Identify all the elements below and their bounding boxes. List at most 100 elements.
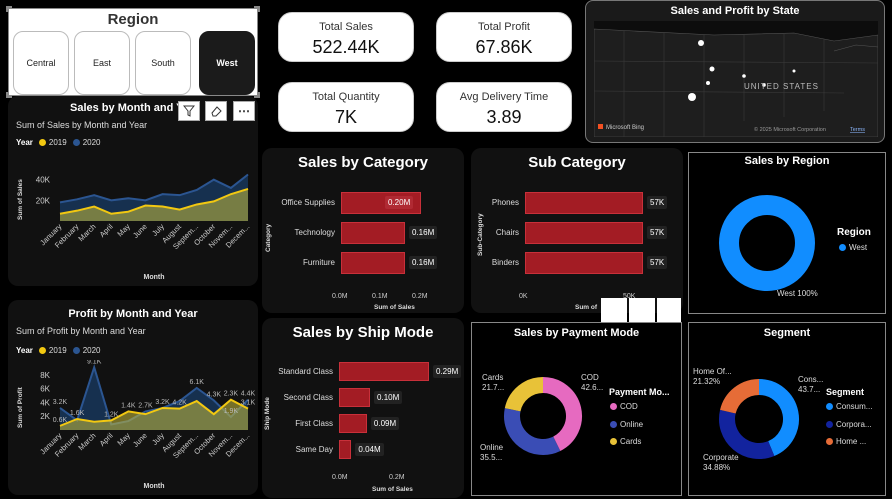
bar[interactable] [525,222,643,244]
legend-item-2020[interactable]: 2020 [72,138,101,147]
region-slicer-title: Region [107,11,159,28]
map-bubble[interactable] [762,83,766,87]
map-terms-link[interactable]: Terms [850,127,865,133]
donut-slice [719,195,815,291]
region-option-central[interactable]: Central [13,31,69,95]
overlay-block [629,298,655,322]
slice-label-cards: Cards 21.7... [482,373,505,392]
map-bing-label: Microsoft Bing [606,125,644,131]
data-label: 3.2K [155,399,170,406]
sales-by-ship-mode-visual: Sales by Ship Mode Ship Mode Standard Cl… [262,318,464,498]
map-bubble[interactable] [742,74,746,78]
region-option-west[interactable]: West [199,31,255,95]
legend-title: Payment Mo... [609,387,670,397]
legend-item-online[interactable]: Online [610,420,643,429]
bar-value-label: 57K [647,226,668,239]
slice-label: West 100% [777,289,818,298]
kpi-label: Total Profit [478,21,530,33]
bar[interactable] [339,388,371,407]
x-axis-title: Month [144,274,165,281]
bar-value-label: 0.04M [355,442,384,456]
y-tick: 2K [40,412,50,421]
kpi-label: Avg Delivery Time [459,91,549,103]
donut-slice [720,379,760,415]
slice-label-online: Online 35.5... [480,443,504,462]
us-map-shape: UNITED STATES Microsoft Bing © 2025 Micr… [594,28,878,137]
legend-title: Year [16,346,33,355]
legend-item-west[interactable]: West [839,243,867,252]
legend-item-2019[interactable]: 2019 [38,346,67,355]
region-option-south[interactable]: South [135,31,191,95]
bar-category-label: Technology [294,228,335,237]
visual-subtitle: Sum of Profit by Month and Year [16,326,146,336]
line-2020 [59,363,249,426]
donut-slice [542,377,582,451]
map-bubble[interactable] [709,66,715,72]
bar[interactable] [341,252,405,274]
y-tick: 4K [40,398,50,407]
map-bubble[interactable] [792,69,796,73]
data-label: 9.1K [87,360,102,365]
x-tick: April [98,222,115,239]
x-tick: June [131,222,149,240]
payment-donut[interactable] [502,375,584,457]
resize-handle[interactable] [254,92,260,98]
x-tick: 0.1M [372,293,388,300]
sub-category-visual: Sub Category Sub-Category Phones 57K Chair… [471,148,683,322]
bar-category-label: Binders [491,258,519,267]
bar-value-label: 0.20M [385,196,414,209]
map-bubble[interactable] [706,81,710,85]
slice-label-cod: COD 42.6... [581,373,604,392]
bar[interactable] [525,192,643,214]
visual-title: Profit by Month and Year [68,308,198,320]
visual-title: Sales by Ship Mode [292,324,434,341]
map-visual: Sales and Profit by State UNITED STATES … [585,0,885,143]
visual-title: Sales by Payment Mode [513,327,640,339]
bar[interactable] [339,440,352,459]
x-axis-title: Month [144,483,165,490]
x-axis-title: Sum of [575,304,598,311]
data-label: 1.4K [121,402,136,409]
bar-value-label: 57K [647,256,668,269]
resize-handle[interactable] [254,6,260,12]
legend-item-cod[interactable]: COD [610,402,638,411]
x-axis-title: Sum of Sales [374,304,415,311]
bar[interactable] [525,252,643,274]
bar-category-label: Chairs [495,228,519,237]
kpi-total-quantity: Total Quantity 7K [278,82,414,132]
legend-title: Segment [826,387,865,397]
map-bubble[interactable] [688,93,696,101]
region-option-east[interactable]: East [74,31,130,95]
legend-item-2019[interactable]: 2019 [38,138,67,147]
bar-category-label: Phones [491,198,519,207]
legend-item-home-office[interactable]: Home ... [826,437,866,446]
map-canvas[interactable]: UNITED STATES Microsoft Bing © 2025 Micr… [594,21,878,137]
legend-item-2020[interactable]: 2020 [72,346,101,355]
data-label: 0.6K [53,417,68,424]
donut-slice [504,377,544,412]
map-bubble[interactable] [698,40,704,46]
bar[interactable] [339,414,367,433]
visual-title: Sub Category [528,154,626,171]
filter-icon[interactable] [178,101,200,121]
bar[interactable] [341,222,405,244]
area-2019 [60,399,248,430]
slice-label-home-office: Home Of... 21.32% [693,367,732,386]
map-title: Sales and Profit by State [670,5,800,17]
legend-item-corporate[interactable]: Corpora... [826,420,872,429]
map-country-label: UNITED STATES [744,82,819,91]
kpi-avg-delivery-time: Avg Delivery Time 3.89 [436,82,572,132]
x-tick: 50K [623,293,636,300]
more-options-icon[interactable]: ⋯ [233,101,255,121]
bar[interactable] [339,362,429,381]
resize-handle[interactable] [6,6,12,12]
donut-slice [719,409,775,459]
segment-donut[interactable] [717,377,801,461]
region-donut[interactable] [717,193,817,293]
legend-item-consumer[interactable]: Consum... [826,402,872,411]
eraser-icon[interactable] [205,101,227,121]
legend-item-cards[interactable]: Cards [610,437,641,446]
resize-handle[interactable] [6,92,12,98]
